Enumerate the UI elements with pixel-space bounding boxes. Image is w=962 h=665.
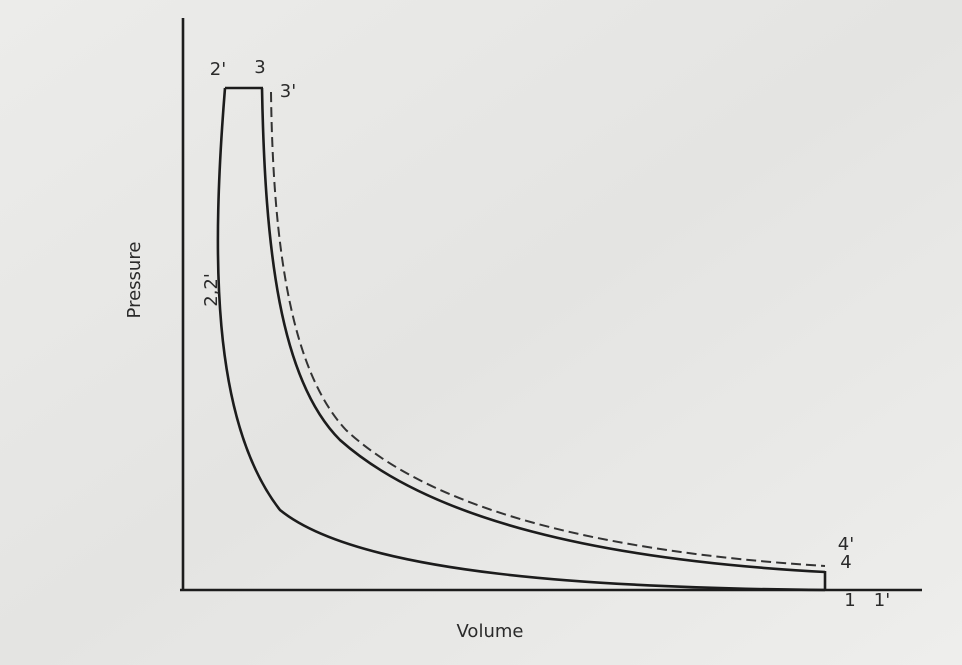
point-label: 1' (874, 590, 890, 611)
point-label: 2' (210, 59, 226, 80)
compression-curve (216, 87, 826, 592)
x-axis-label: Volume (457, 621, 524, 642)
point-label: 4 (840, 552, 851, 573)
point-label: 3 (254, 57, 265, 78)
expansion-curve-dashed (270, 91, 826, 567)
y-axis-label: Pressure (124, 242, 145, 319)
point-label: 4' (838, 534, 854, 555)
expansion-curve (260, 87, 826, 574)
point-label: 2,2' (201, 273, 222, 307)
point-label: 3' (280, 81, 296, 102)
point-label: 1 (844, 590, 855, 611)
